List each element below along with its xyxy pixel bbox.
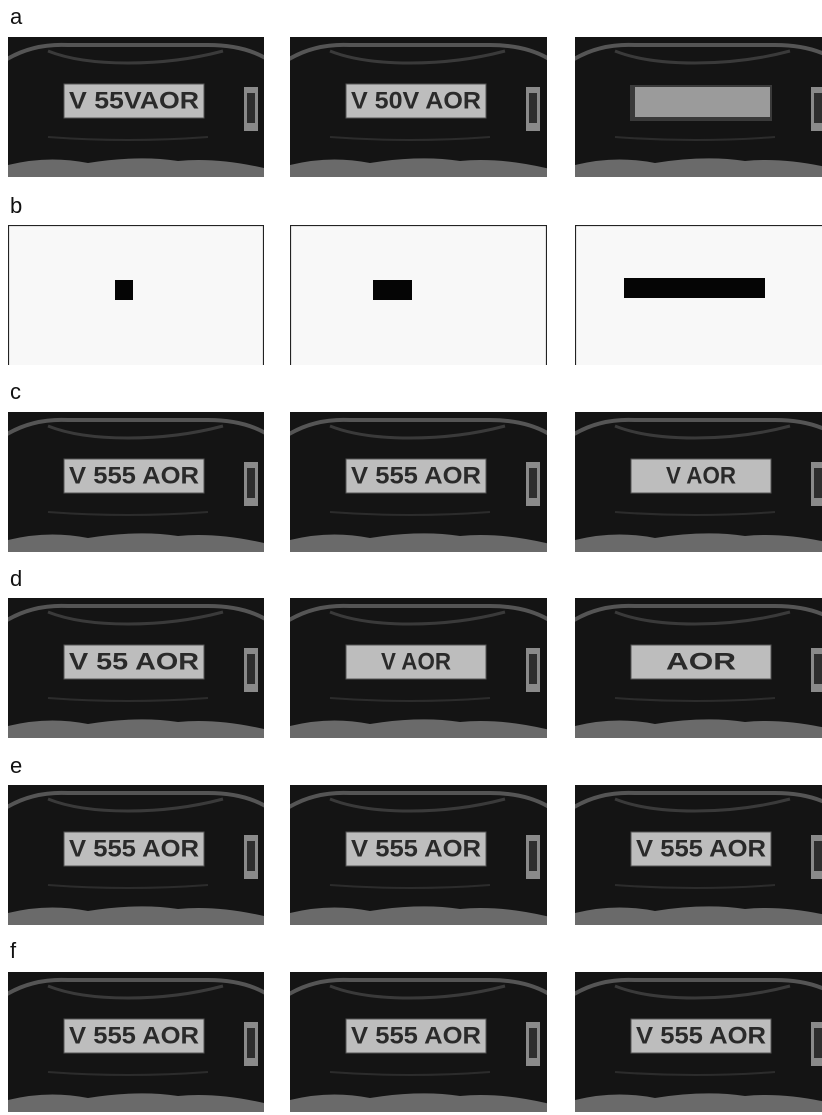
plate-text: V AOR bbox=[381, 648, 451, 675]
figure: a V 55VAOR V 50V AOR b c V 555 AOR V 555 AOR V … bbox=[0, 0, 822, 1115]
panel: V 50V AOR bbox=[280, 37, 560, 177]
plate-text: V 555 AOR bbox=[636, 1022, 766, 1049]
row-label: e bbox=[10, 753, 22, 778]
panel: V 555 AOR bbox=[280, 972, 560, 1112]
plate-text: V AOR bbox=[666, 462, 736, 489]
plate-text: V 50V AOR bbox=[351, 87, 481, 114]
plate-text: V 555 AOR bbox=[351, 835, 481, 862]
panel: V 55VAOR bbox=[0, 37, 278, 177]
side-light-inner bbox=[529, 1028, 537, 1058]
occlusion bbox=[635, 87, 770, 117]
plate-text: V 555 AOR bbox=[636, 835, 766, 862]
mask-background bbox=[9, 226, 264, 367]
side-light-inner bbox=[529, 93, 537, 123]
side-light-inner bbox=[529, 841, 537, 871]
panel: V 555 AOR bbox=[280, 785, 560, 925]
side-light-inner bbox=[814, 1028, 822, 1058]
lower-edge bbox=[575, 533, 822, 552]
panel: V 555 AOR bbox=[0, 412, 278, 552]
side-light-inner bbox=[247, 654, 255, 684]
panel bbox=[565, 37, 822, 177]
mask-region bbox=[115, 280, 133, 300]
panel: V 555 AOR bbox=[280, 412, 560, 552]
side-light-inner bbox=[814, 841, 822, 871]
mask-region bbox=[373, 280, 412, 300]
panel: V 555 AOR bbox=[0, 972, 278, 1112]
mask-background bbox=[291, 226, 547, 367]
plate-text: V 555 AOR bbox=[69, 462, 199, 489]
panel: V 555 AOR bbox=[0, 785, 278, 925]
plate-text: V 55 AOR bbox=[69, 648, 199, 675]
panel: AOR bbox=[565, 598, 822, 738]
row-label: d bbox=[10, 566, 22, 591]
lower-edge bbox=[575, 1093, 822, 1112]
side-light-inner bbox=[247, 93, 255, 123]
row-label: b bbox=[10, 193, 22, 218]
plate-text: V 55VAOR bbox=[69, 87, 199, 114]
plate-text: V 555 AOR bbox=[351, 1022, 481, 1049]
lower-edge bbox=[575, 906, 822, 925]
side-light-inner bbox=[814, 93, 822, 123]
panel: V 555 AOR bbox=[565, 785, 822, 925]
side-light-inner bbox=[529, 654, 537, 684]
side-light-inner bbox=[247, 1028, 255, 1058]
page: {"rows": [ {"label": "a", "plates": ["V … bbox=[0, 0, 822, 1115]
row-label: a bbox=[10, 4, 23, 29]
plate-text: V 555 AOR bbox=[351, 462, 481, 489]
panel bbox=[9, 226, 264, 367]
row-label: c bbox=[10, 379, 21, 404]
panel bbox=[576, 226, 822, 367]
plate-text: V 555 AOR bbox=[69, 1022, 199, 1049]
row-label: f bbox=[10, 938, 17, 963]
panel: V AOR bbox=[280, 598, 560, 738]
side-light-inner bbox=[814, 654, 822, 684]
side-light-inner bbox=[247, 841, 255, 871]
panel: V 55 AOR bbox=[0, 598, 278, 738]
panel: V AOR bbox=[565, 412, 822, 552]
panel bbox=[291, 226, 547, 367]
plate-text: V 555 AOR bbox=[69, 835, 199, 862]
side-light-inner bbox=[814, 468, 822, 498]
mask-region bbox=[624, 278, 765, 298]
lower-edge bbox=[575, 158, 822, 177]
plate-text: AOR bbox=[666, 648, 736, 675]
side-light-inner bbox=[529, 468, 537, 498]
side-light-inner bbox=[247, 468, 255, 498]
panel: V 555 AOR bbox=[565, 972, 822, 1112]
lower-edge bbox=[575, 719, 822, 738]
